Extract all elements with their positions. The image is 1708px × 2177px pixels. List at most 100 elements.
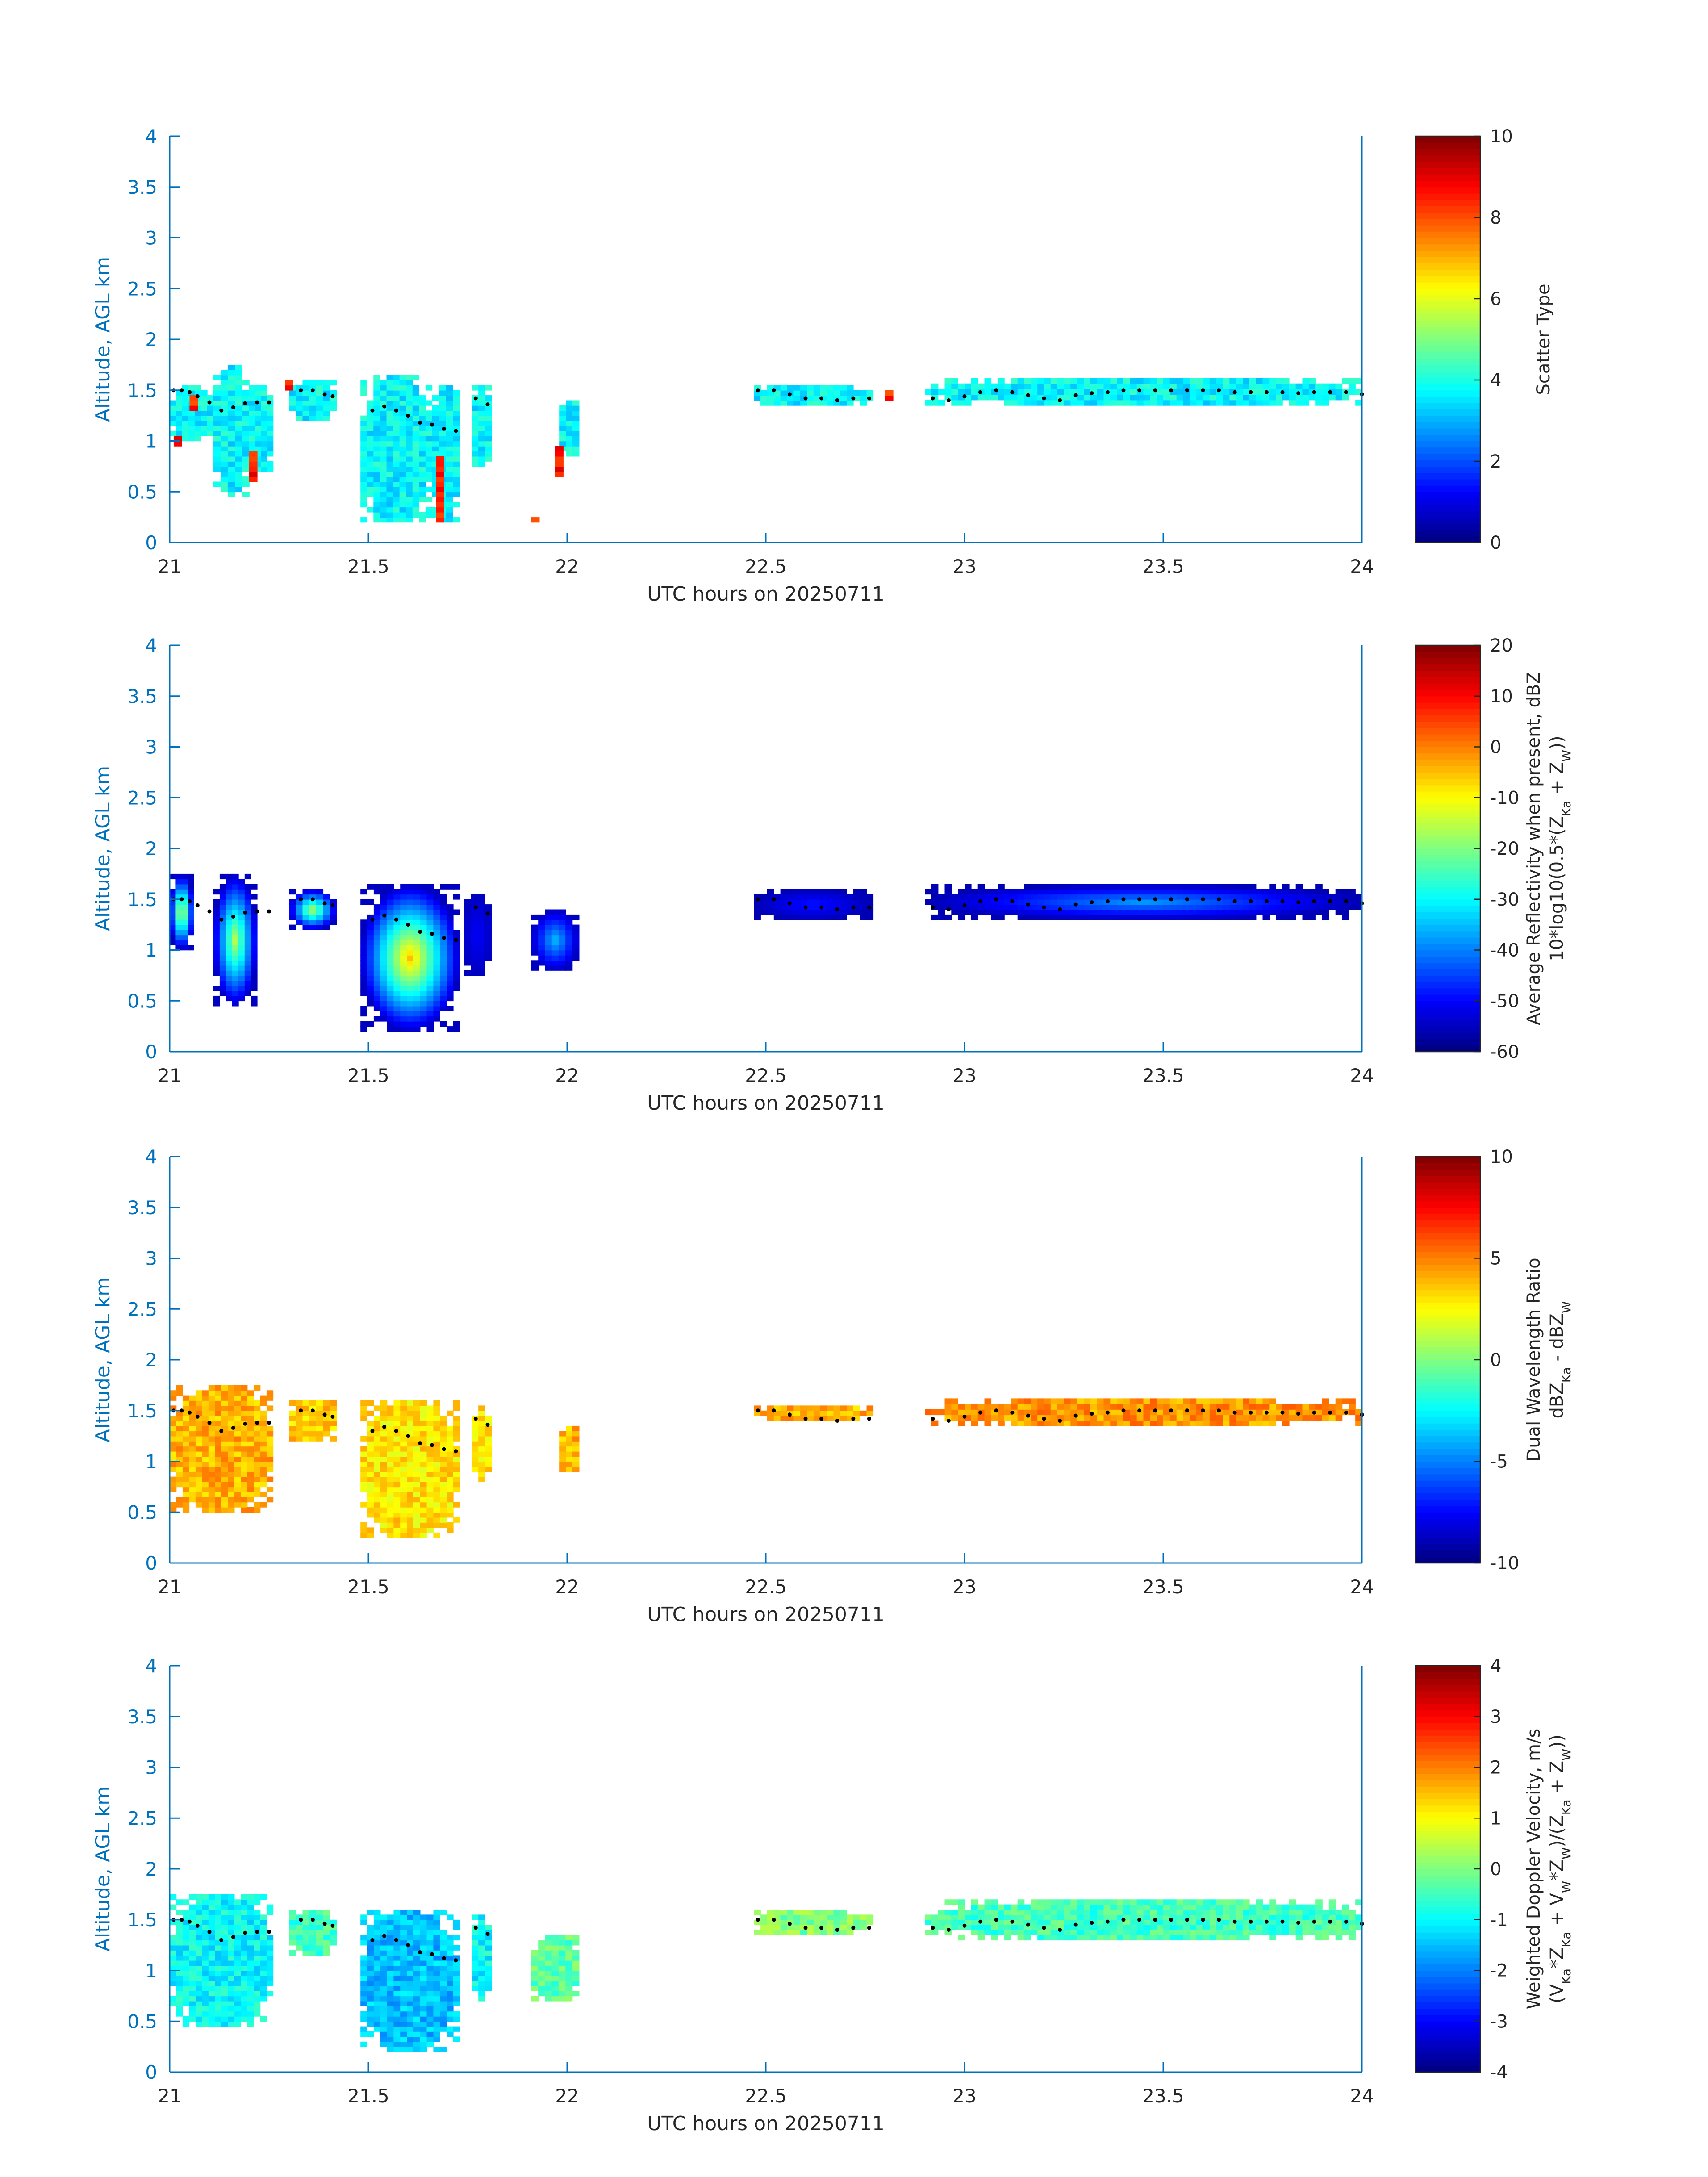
heatmap-cell	[247, 1919, 254, 1925]
heatmap-cell	[558, 965, 566, 971]
heatmap-cell	[420, 1975, 427, 1981]
heatmap-cell	[1322, 904, 1329, 910]
heatmap-cell	[420, 1502, 427, 1508]
heatmap-cell	[182, 1914, 190, 1920]
heatmap-cell	[220, 456, 228, 462]
heatmap-cell	[413, 1001, 421, 1007]
heatmap-cell	[1004, 383, 1011, 389]
heatmap-cell	[330, 1410, 337, 1416]
heatmap-cell	[787, 889, 794, 895]
heatmap-cell	[1269, 400, 1276, 406]
heatmap-cell	[221, 2001, 228, 2006]
heatmap-cell	[407, 1970, 414, 1976]
heatmap-cell	[285, 385, 293, 391]
heatmap-cell	[360, 1456, 367, 1462]
heatmap-cell	[1349, 378, 1356, 384]
heatmap-cell	[1024, 889, 1031, 895]
heatmap-cell	[426, 980, 434, 986]
heatmap-cell	[296, 1425, 303, 1432]
heatmap-cell	[309, 380, 317, 386]
heatmap-cell	[447, 1960, 454, 1966]
heatmap-cell	[393, 385, 400, 391]
heatmap-cell	[323, 904, 330, 910]
heatmap-cell	[221, 1965, 228, 1971]
heatmap-cell	[760, 894, 768, 900]
heatmap-cell	[472, 451, 479, 457]
heatmap-cell	[572, 441, 580, 447]
heatmap-cell	[360, 1991, 367, 1997]
heatmap-cell	[1289, 1404, 1296, 1410]
heatmap-cell	[453, 492, 460, 497]
heatmap-cell	[247, 1400, 254, 1406]
heatmap-cell	[208, 1991, 216, 1997]
heatmap-cell	[938, 400, 945, 406]
colorbar-segment	[1416, 727, 1480, 735]
heatmap-cell	[426, 1492, 434, 1497]
heatmap-cell	[531, 517, 540, 523]
heatmap-cell	[406, 430, 413, 436]
heatmap-cell	[194, 430, 201, 436]
heatmap-cell	[289, 1421, 296, 1426]
colorbar-segment	[1416, 1245, 1480, 1252]
heatmap-cell	[478, 1930, 485, 1935]
heatmap-cell	[1090, 378, 1098, 384]
heatmap-cell	[1176, 909, 1184, 915]
heatmap-cell	[827, 400, 834, 406]
heatmap-cell	[228, 1410, 235, 1416]
heatmap-cell	[387, 980, 394, 986]
heatmap-cell	[373, 1006, 381, 1011]
cloud-top-point	[756, 1408, 760, 1413]
heatmap-cell	[925, 400, 932, 406]
cloud-top-point	[962, 903, 967, 907]
heatmap-cell	[242, 390, 250, 396]
heatmap-cell	[840, 400, 847, 406]
heatmap-cell	[453, 970, 460, 976]
heatmap-cell	[234, 1461, 241, 1467]
heatmap-cell	[182, 390, 189, 396]
heatmap-cell	[213, 466, 221, 472]
cloud-top-point	[1026, 1413, 1030, 1418]
heatmap-cell	[453, 502, 460, 508]
heatmap-cell	[1282, 914, 1290, 920]
heatmap-cell	[1315, 899, 1323, 905]
heatmap-cell	[555, 471, 564, 477]
cloud-top-point	[1169, 1408, 1173, 1413]
heatmap-cell	[426, 950, 434, 956]
heatmap-cell	[235, 446, 242, 452]
heatmap-cell	[393, 980, 401, 986]
heatmap-cell	[453, 415, 460, 421]
heatmap-cell	[400, 1497, 407, 1503]
heatmap-cell	[420, 1011, 427, 1017]
heatmap-cell	[360, 970, 367, 976]
heatmap-cell	[406, 497, 413, 502]
cloud-top-point	[994, 897, 998, 902]
heatmap-cell	[202, 2001, 209, 2006]
heatmap-cell	[330, 909, 337, 915]
heatmap-cell	[847, 909, 854, 915]
heatmap-cell	[977, 909, 985, 915]
heatmap-cell	[420, 1945, 427, 1951]
heatmap-cell	[566, 1466, 573, 1472]
heatmap-cell	[807, 390, 814, 396]
heatmap-cell	[566, 426, 573, 431]
heatmap-cell	[1110, 899, 1117, 905]
heatmap-cell	[440, 1960, 447, 1966]
heatmap-cell	[219, 955, 226, 961]
heatmap-cell	[208, 1456, 216, 1462]
heatmap-cell	[255, 426, 262, 431]
heatmap-cell	[453, 909, 460, 915]
heatmap-cell	[472, 1960, 479, 1966]
heatmap-cell	[373, 1935, 381, 1941]
heatmap-cell	[1229, 1415, 1236, 1421]
y-axis-label: Altitude, AGL km	[92, 257, 114, 422]
heatmap-cell	[1276, 889, 1283, 895]
heatmap-cell	[413, 1935, 421, 1941]
heatmap-cell	[787, 395, 794, 401]
heatmap-cell	[254, 1476, 261, 1482]
heatmap-cell	[407, 1476, 414, 1482]
heatmap-cell	[1103, 904, 1111, 910]
heatmap-cell	[1289, 394, 1296, 401]
heatmap-cell	[1150, 914, 1157, 920]
heatmap-cell	[195, 1395, 203, 1401]
heatmap-cell	[1157, 889, 1164, 895]
